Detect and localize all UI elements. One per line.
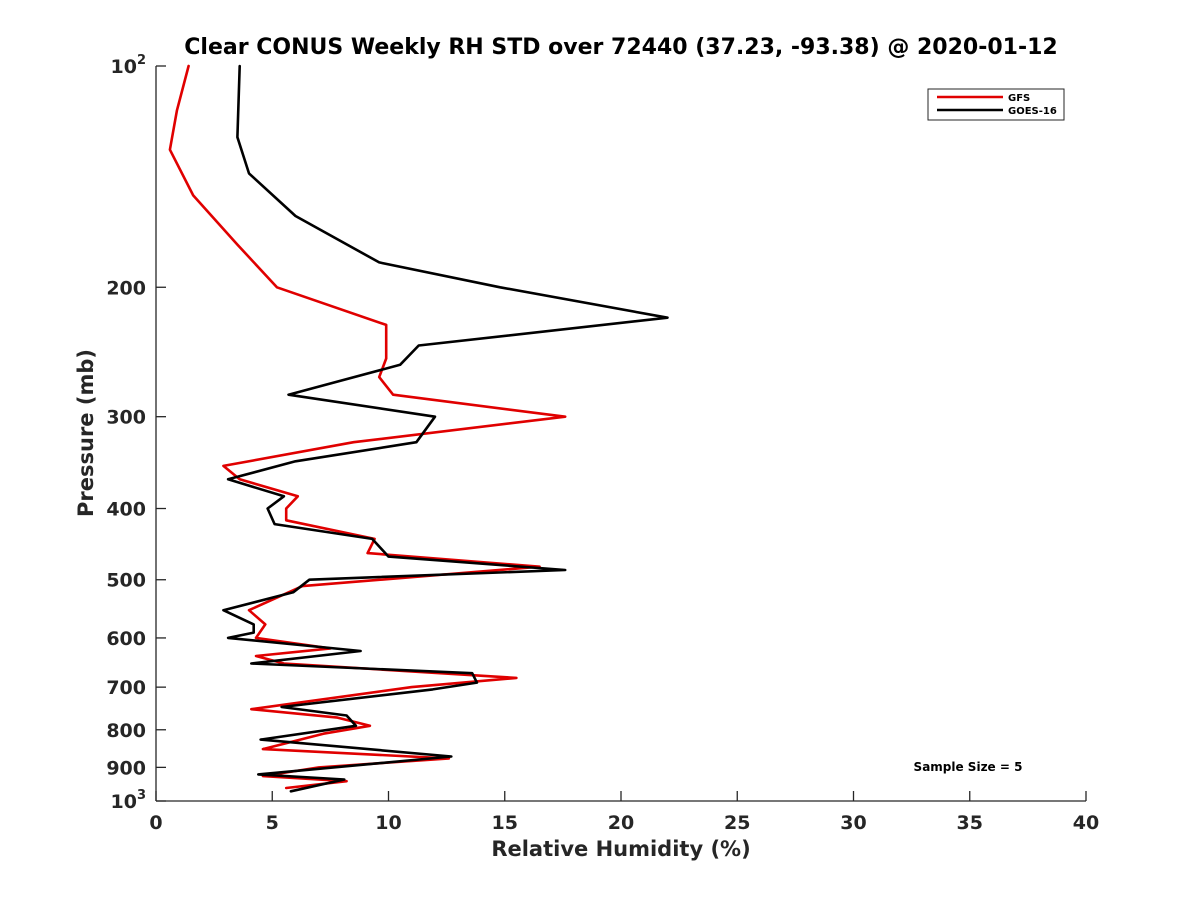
y-tick-label-500: 500 (106, 570, 146, 592)
x-tick-label-40: 40 (1073, 812, 1099, 834)
x-tick-label-25: 25 (724, 812, 750, 834)
series-line-goes-16 (222, 64, 669, 793)
x-axis-label: Relative Humidity (%) (491, 837, 750, 861)
y-tick-label-200: 200 (106, 277, 146, 299)
x-ticks: 0 5 10 15 20 25 30 35 40 (149, 791, 1099, 834)
y-tick-label-1000: 103 (111, 788, 147, 813)
y-tick-label-400: 400 (106, 499, 146, 521)
legend: GFS GOES-16 (927, 88, 1065, 121)
chart-title: Clear CONUS Weekly RH STD over 72440 (37… (184, 35, 1057, 60)
y-tick-exponent-100: 2 (137, 53, 146, 68)
y-tick-label-300: 300 (106, 407, 146, 429)
x-tick-label-5: 5 (266, 812, 279, 834)
y-tick-base-100: 10 (111, 56, 137, 78)
legend-box (927, 88, 1065, 121)
x-tick-label-20: 20 (608, 812, 634, 834)
x-tick-label-35: 35 (957, 812, 983, 834)
legend-label-gfs: GFS (1008, 93, 1030, 104)
y-tick-label-700: 700 (106, 677, 146, 699)
x-tick-label-15: 15 (492, 812, 518, 834)
x-tick-label-0: 0 (149, 812, 162, 834)
legend-label-goes-16: GOES-16 (1008, 106, 1057, 117)
y-tick-base-1000: 10 (111, 791, 137, 813)
y-tick-exponent-1000: 3 (137, 788, 146, 803)
sample-size-annotation: Sample Size = 5 (914, 760, 1023, 774)
y-tick-label-100: 102 (111, 53, 147, 78)
series-layer (168, 64, 669, 793)
y-tick-label-900: 900 (106, 757, 146, 779)
y-tick-label-600: 600 (106, 628, 146, 650)
series-line-gfs (168, 64, 567, 790)
y-axis-label: Pressure (mb) (74, 349, 98, 517)
x-tick-label-10: 10 (375, 812, 401, 834)
x-tick-label-30: 30 (840, 812, 866, 834)
plot-area (156, 66, 1086, 801)
y-tick-label-800: 800 (106, 720, 146, 742)
plot-background (156, 66, 1086, 801)
